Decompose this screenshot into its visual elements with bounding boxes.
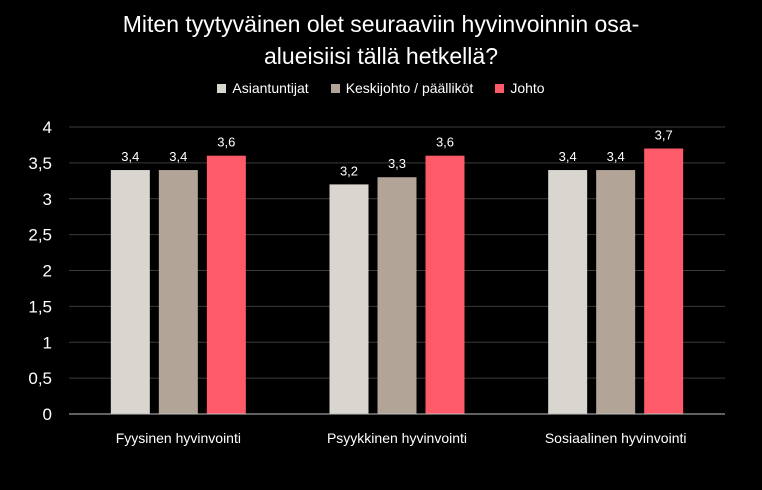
- data-label: 3,6: [217, 135, 235, 150]
- legend-swatch: [330, 83, 340, 93]
- data-label: 3,7: [655, 128, 673, 143]
- legend-label: Johto: [510, 80, 545, 96]
- legend-label: Asiantuntijat: [232, 80, 309, 96]
- bar: [377, 177, 417, 414]
- legend-item-johto: Johto: [495, 80, 545, 96]
- data-label: 3,2: [340, 163, 358, 178]
- bar: [548, 170, 588, 414]
- data-label: 3,6: [436, 135, 454, 150]
- y-tick-label: 0,5: [28, 369, 52, 388]
- legend-swatch: [217, 83, 227, 93]
- y-tick-label: 4: [43, 118, 52, 137]
- y-tick-label: 3,5: [28, 154, 52, 173]
- legend-swatch: [495, 83, 505, 93]
- y-tick-label: 1,5: [28, 297, 52, 316]
- bar: [158, 170, 198, 414]
- bar: [329, 184, 369, 414]
- data-label: 3,4: [169, 149, 187, 164]
- y-tick-label: 1: [43, 333, 52, 352]
- x-tick-label: Psyykkinen hyvinvointi: [327, 430, 467, 446]
- x-tick-label: Fyysinen hyvinvointi: [116, 430, 241, 446]
- chart-title: Miten tyytyväinen olet seuraaviin hyvinv…: [0, 8, 762, 72]
- x-tick-label: Sosiaalinen hyvinvointi: [545, 430, 687, 446]
- legend-item-keskijohto: Keskijohto / päälliköt: [330, 80, 474, 96]
- bar: [206, 155, 246, 414]
- data-label: 3,3: [388, 156, 406, 171]
- y-tick-label: 3: [43, 190, 52, 209]
- bar: [644, 148, 684, 414]
- data-label: 3,4: [607, 149, 625, 164]
- bar: [425, 155, 465, 414]
- y-tick-label: 0: [43, 405, 52, 424]
- bar: [110, 170, 150, 414]
- data-label: 3,4: [559, 149, 577, 164]
- chart-title-line-1: Miten tyytyväinen olet seuraaviin hyvinv…: [122, 11, 640, 37]
- legend-item-asiantuntijat: Asiantuntijat: [217, 80, 309, 96]
- y-tick-label: 2,5: [28, 226, 52, 245]
- legend-label: Keskijohto / päälliköt: [345, 80, 474, 96]
- bar: [596, 170, 636, 414]
- chart-title-line-2: alueisiisi tällä hetkellä?: [264, 43, 498, 69]
- legend: Asiantuntijat Keskijohto / päälliköt Joh…: [0, 80, 762, 96]
- y-tick-label: 2: [43, 262, 52, 281]
- data-label: 3,4: [121, 149, 139, 164]
